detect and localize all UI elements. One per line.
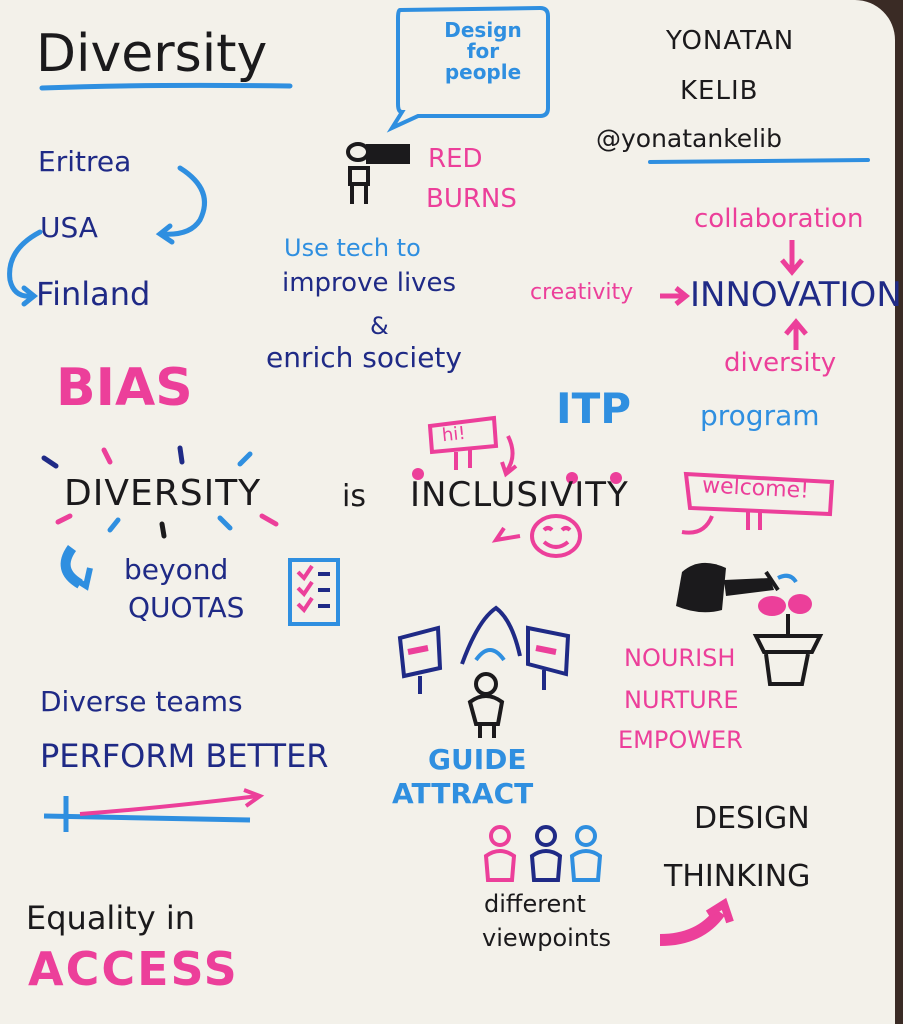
innovation-collaboration: collaboration	[694, 204, 864, 234]
guide-line2: ATTRACT	[392, 777, 534, 810]
mission-line1: Use tech to	[284, 234, 421, 262]
country-usa: USA	[40, 211, 98, 244]
viewpoints-line1: different	[484, 890, 586, 918]
arrow-usa-finland	[7, 229, 43, 299]
guide-line1: GUIDE	[428, 743, 527, 776]
welcome-sign-text: welcome!	[701, 473, 810, 504]
page-title: Diversity	[36, 24, 268, 84]
red-burns-figure	[346, 142, 410, 204]
design-thinking-line1: DESIGN	[694, 801, 810, 836]
welcome-sign	[683, 471, 835, 530]
nurture-item-nourish: NOURISH	[624, 644, 736, 672]
smiley-face	[530, 514, 582, 558]
arrow-design-thinking	[659, 908, 725, 946]
statement-inclusivity: INCLUSIVITY	[410, 475, 629, 515]
quotas-line1: beyond	[124, 553, 229, 586]
growth-chart	[43, 788, 265, 832]
author-handle: @yonatankelib	[596, 124, 782, 153]
watering-can	[676, 562, 774, 613]
arrow-eritrea-usa	[159, 165, 207, 237]
bias-label: BIAS	[56, 358, 193, 418]
equality-line1: Equality in	[26, 899, 196, 937]
equality-line2: ACCESS	[28, 942, 239, 996]
country-finland: Finland	[36, 275, 151, 313]
innovation-diversity: diversity	[724, 348, 837, 378]
person-figure	[467, 672, 505, 738]
statement-diversity: DIVERSITY	[64, 473, 262, 514]
statement-is: is	[342, 479, 366, 514]
arrow-welcome	[681, 515, 714, 535]
teams-line2: PERFORM BETTER	[40, 737, 329, 775]
itp-label: ITP	[556, 384, 632, 433]
mission-line2: improve lives	[282, 268, 457, 298]
handle-underline	[648, 158, 870, 164]
speech-bubble-shape	[386, 5, 550, 133]
nurture-item-nurture: NURTURE	[624, 686, 739, 714]
title-underline	[39, 82, 293, 91]
design-thinking-line2: THINKING	[664, 859, 811, 894]
nurture-item-empower: EMPOWER	[618, 726, 743, 754]
hearts	[412, 468, 622, 484]
guide-signs	[397, 605, 571, 694]
mission-amp: &	[370, 312, 389, 340]
viewpoint-people	[483, 825, 603, 882]
hi-sign-text: hi!	[440, 422, 467, 447]
red-burns-line2: BURNS	[426, 184, 517, 214]
speech-bubble-text: Design for people	[444, 18, 522, 84]
author-name-line2: KELIB	[680, 76, 759, 106]
arrow-hi	[504, 435, 515, 474]
itp-program: program	[700, 399, 820, 432]
hi-sign	[427, 415, 499, 470]
plant-pot	[752, 594, 824, 686]
checklist-icon	[288, 558, 340, 626]
quotas-line2: QUOTAS	[128, 591, 245, 624]
viewpoints-line2: viewpoints	[482, 924, 611, 952]
country-eritrea: Eritrea	[38, 145, 132, 178]
teams-line1: Diverse teams	[40, 685, 243, 718]
innovation-creativity: creativity	[530, 280, 634, 305]
diversity-burst	[41, 445, 279, 539]
author-name-line1: YONATAN	[666, 26, 795, 56]
mission-line3: enrich society	[266, 341, 462, 374]
innovation-center: INNOVATION	[690, 275, 902, 315]
red-burns-line1: RED	[428, 144, 483, 174]
